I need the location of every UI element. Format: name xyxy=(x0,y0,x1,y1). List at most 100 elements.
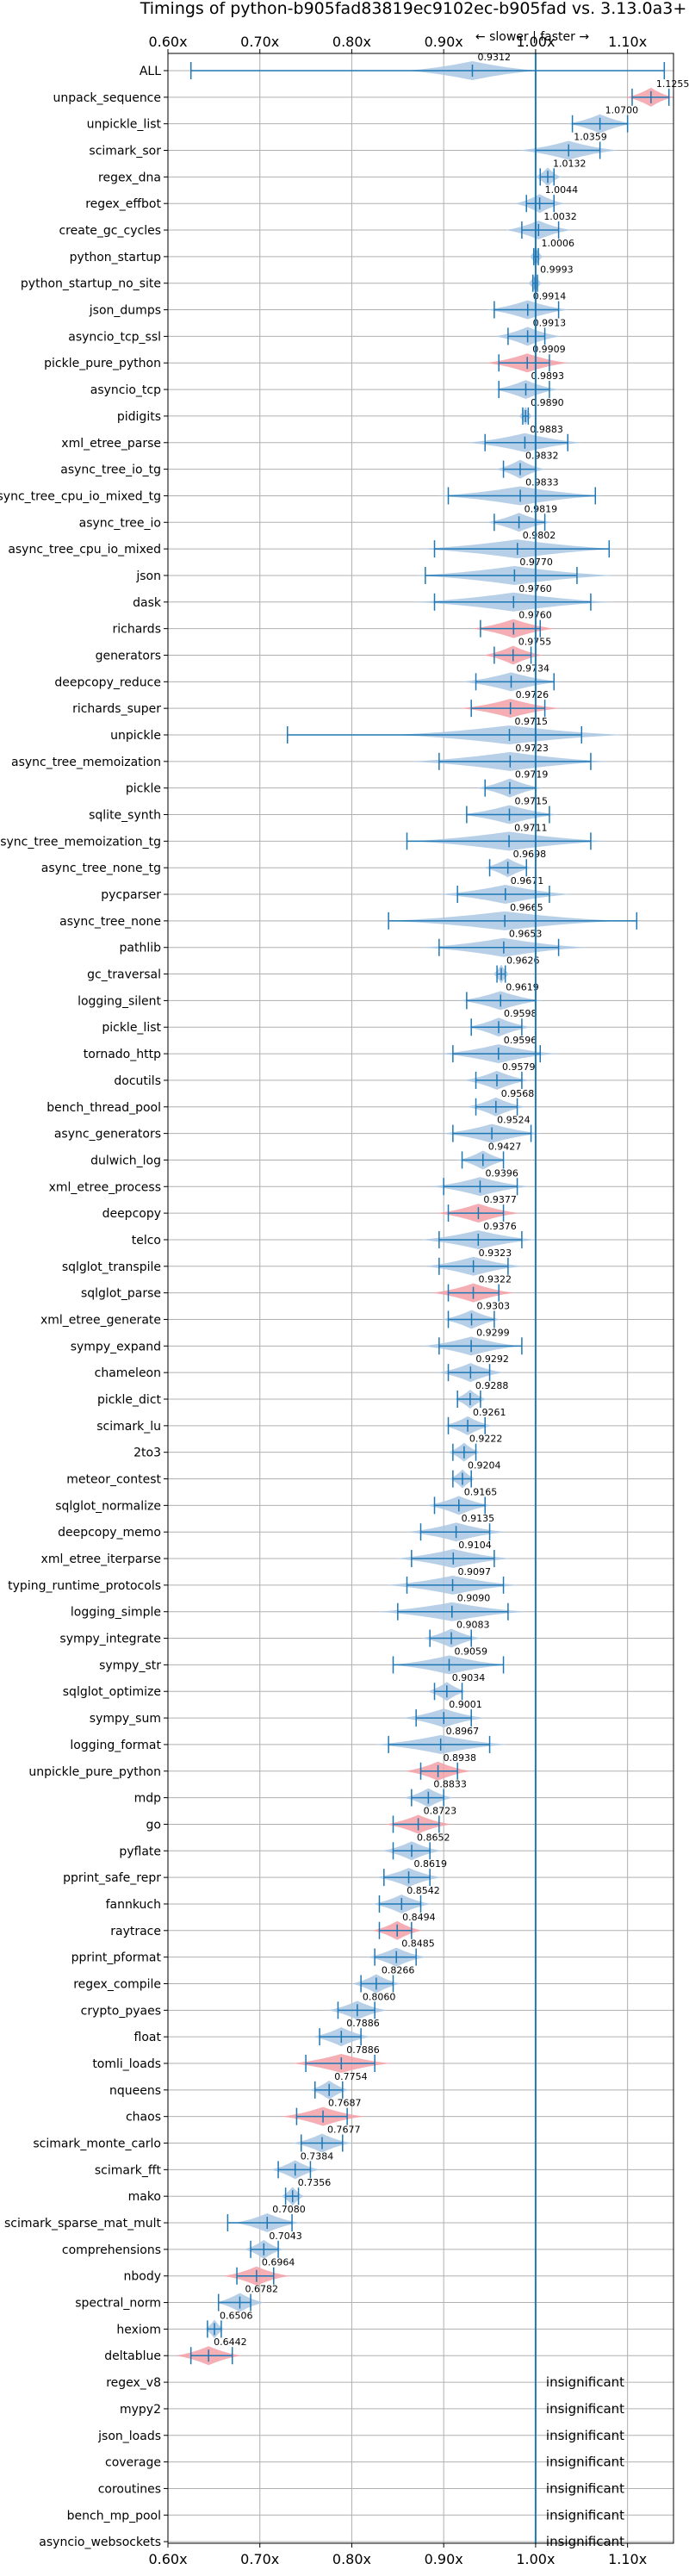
value-label: 0.8485 xyxy=(401,1938,435,1950)
x-tick-label-top: 0.90x xyxy=(425,34,463,50)
value-label: 0.9376 xyxy=(483,1221,517,1232)
category-label: logging_format xyxy=(70,1739,161,1752)
category-label: async_tree_none xyxy=(59,915,161,929)
chart-title: Timings of python-b905fad83819ec9102ec-b… xyxy=(140,0,687,18)
value-label: 0.8619 xyxy=(414,1858,448,1870)
value-label: 0.8060 xyxy=(363,1991,396,2002)
category-label: asyncio_tcp_ssl xyxy=(68,330,161,344)
category-label: meteor_contest xyxy=(66,1473,161,1487)
value-label: 0.9711 xyxy=(514,822,548,833)
value-label: 0.9598 xyxy=(504,1008,537,1019)
category-label: nbody xyxy=(124,2270,162,2284)
value-label: 0.9222 xyxy=(469,1434,503,1445)
category-label: hexiom xyxy=(116,2323,161,2336)
value-label: 0.7886 xyxy=(346,2044,380,2056)
category-label: scimark_monte_carlo xyxy=(33,2137,161,2151)
category-label: pickle_dict xyxy=(97,1393,162,1407)
category-label: json_loads xyxy=(97,2430,161,2443)
category-label: richards_super xyxy=(72,702,161,716)
category-label: xml_etree_iterparse xyxy=(41,1552,161,1566)
value-label: 0.9204 xyxy=(468,1460,501,1472)
category-label: async_tree_memoization xyxy=(11,756,161,769)
category-label: unpack_sequence xyxy=(53,91,161,105)
value-label: 0.8723 xyxy=(424,1805,457,1816)
category-label: deepcopy_reduce xyxy=(54,675,161,689)
category-label: mako xyxy=(128,2190,161,2204)
value-label: 0.9671 xyxy=(511,875,544,887)
value-label: 0.9715 xyxy=(514,796,548,807)
value-label: 0.7080 xyxy=(272,2204,306,2215)
category-label: bench_mp_pool xyxy=(67,2509,161,2523)
category-label: json xyxy=(135,569,161,583)
category-label: regex_v8 xyxy=(106,2376,161,2390)
value-label: 1.0359 xyxy=(574,132,607,143)
x-tick-label-bottom: 0.70x xyxy=(240,2551,279,2567)
category-label: pathlib xyxy=(120,942,162,955)
value-label: 0.9034 xyxy=(452,1672,486,1683)
insignificant-label: insignificant xyxy=(546,2534,624,2549)
value-label: 0.9626 xyxy=(506,955,540,967)
category-label: pickle_pure_python xyxy=(44,357,161,370)
value-label: 0.6442 xyxy=(214,2336,247,2348)
category-label: sqlglot_transpile xyxy=(62,1260,161,1274)
category-label: async_tree_cpu_io_mixed_tg xyxy=(0,489,161,503)
value-label: 0.9299 xyxy=(476,1327,510,1338)
category-label: dask xyxy=(133,596,162,610)
value-label: 0.9833 xyxy=(525,476,559,488)
category-label: crypto_pyaes xyxy=(81,2004,161,2018)
insignificant-label: insignificant xyxy=(546,2507,624,2523)
insignificant-label: insignificant xyxy=(546,2455,624,2470)
value-label: 1.1255 xyxy=(656,78,689,90)
value-label: 0.9596 xyxy=(504,1035,537,1046)
value-label: 0.8967 xyxy=(446,1726,480,1737)
value-label: 0.9993 xyxy=(540,264,574,276)
value-label: 0.9396 xyxy=(485,1167,518,1179)
x-tick-label-top: 1.00x xyxy=(516,34,555,50)
value-label: 0.8652 xyxy=(417,1832,450,1843)
value-label: 0.9059 xyxy=(454,1646,487,1657)
category-label: ALL xyxy=(140,65,161,78)
category-label: richards xyxy=(113,623,162,637)
category-label: async_tree_none_tg xyxy=(41,862,161,875)
value-label: 0.9524 xyxy=(497,1115,531,1126)
category-label: docutils xyxy=(114,1074,161,1088)
category-label: pickle_list xyxy=(102,1021,161,1035)
value-label: 0.9579 xyxy=(502,1061,536,1073)
category-label: async_tree_memoization_tg xyxy=(0,835,161,849)
value-label: 0.9322 xyxy=(479,1274,512,1285)
value-label: 0.9001 xyxy=(449,1699,482,1710)
category-label: scimark_sparse_mat_mult xyxy=(4,2217,161,2231)
category-label: async_tree_io xyxy=(79,516,161,530)
value-label: 0.8542 xyxy=(407,1885,440,1896)
x-tick-label-top: 0.70x xyxy=(240,34,279,50)
category-label: comprehensions xyxy=(62,2243,161,2257)
category-label: logging_simple xyxy=(71,1606,161,1620)
category-label: pprint_safe_repr xyxy=(63,1871,161,1885)
category-label: mypy2 xyxy=(120,2403,161,2417)
value-label: 0.9097 xyxy=(458,1566,492,1577)
value-label: 0.9819 xyxy=(525,503,558,514)
value-label: 1.0132 xyxy=(553,158,587,169)
value-label: 0.7886 xyxy=(346,2018,380,2029)
category-label: async_generators xyxy=(54,1128,161,1142)
value-label: 1.0032 xyxy=(543,211,577,222)
error-bar-layer xyxy=(189,62,670,2365)
value-label: 0.7356 xyxy=(298,2177,332,2188)
value-label: 0.9323 xyxy=(479,1248,512,1259)
category-label: logging_silent xyxy=(78,994,161,1008)
category-label: asyncio_websockets xyxy=(39,2536,161,2549)
category-label: tomli_loads xyxy=(92,2057,161,2071)
category-label: unpickle_list xyxy=(87,118,162,132)
insignificant-label: insignificant xyxy=(546,2428,624,2443)
tick-layer: 0.60x 0.60x 0.70x 0.70x 0.80x 0.80x 0.90x 0.90x… xyxy=(148,34,647,2567)
value-label: 0.8938 xyxy=(444,1752,477,1764)
category-label: sqlglot_normalize xyxy=(55,1499,161,1513)
category-label: gc_traversal xyxy=(87,968,161,982)
value-label: 0.9261 xyxy=(473,1407,506,1418)
value-label: 0.9104 xyxy=(458,1540,492,1551)
x-tick-label-bottom: 0.90x xyxy=(425,2551,463,2567)
category-label: fannkuch xyxy=(106,1898,161,1912)
category-label: sqlglot_optimize xyxy=(63,1685,161,1699)
value-label: 0.6506 xyxy=(220,2310,253,2321)
